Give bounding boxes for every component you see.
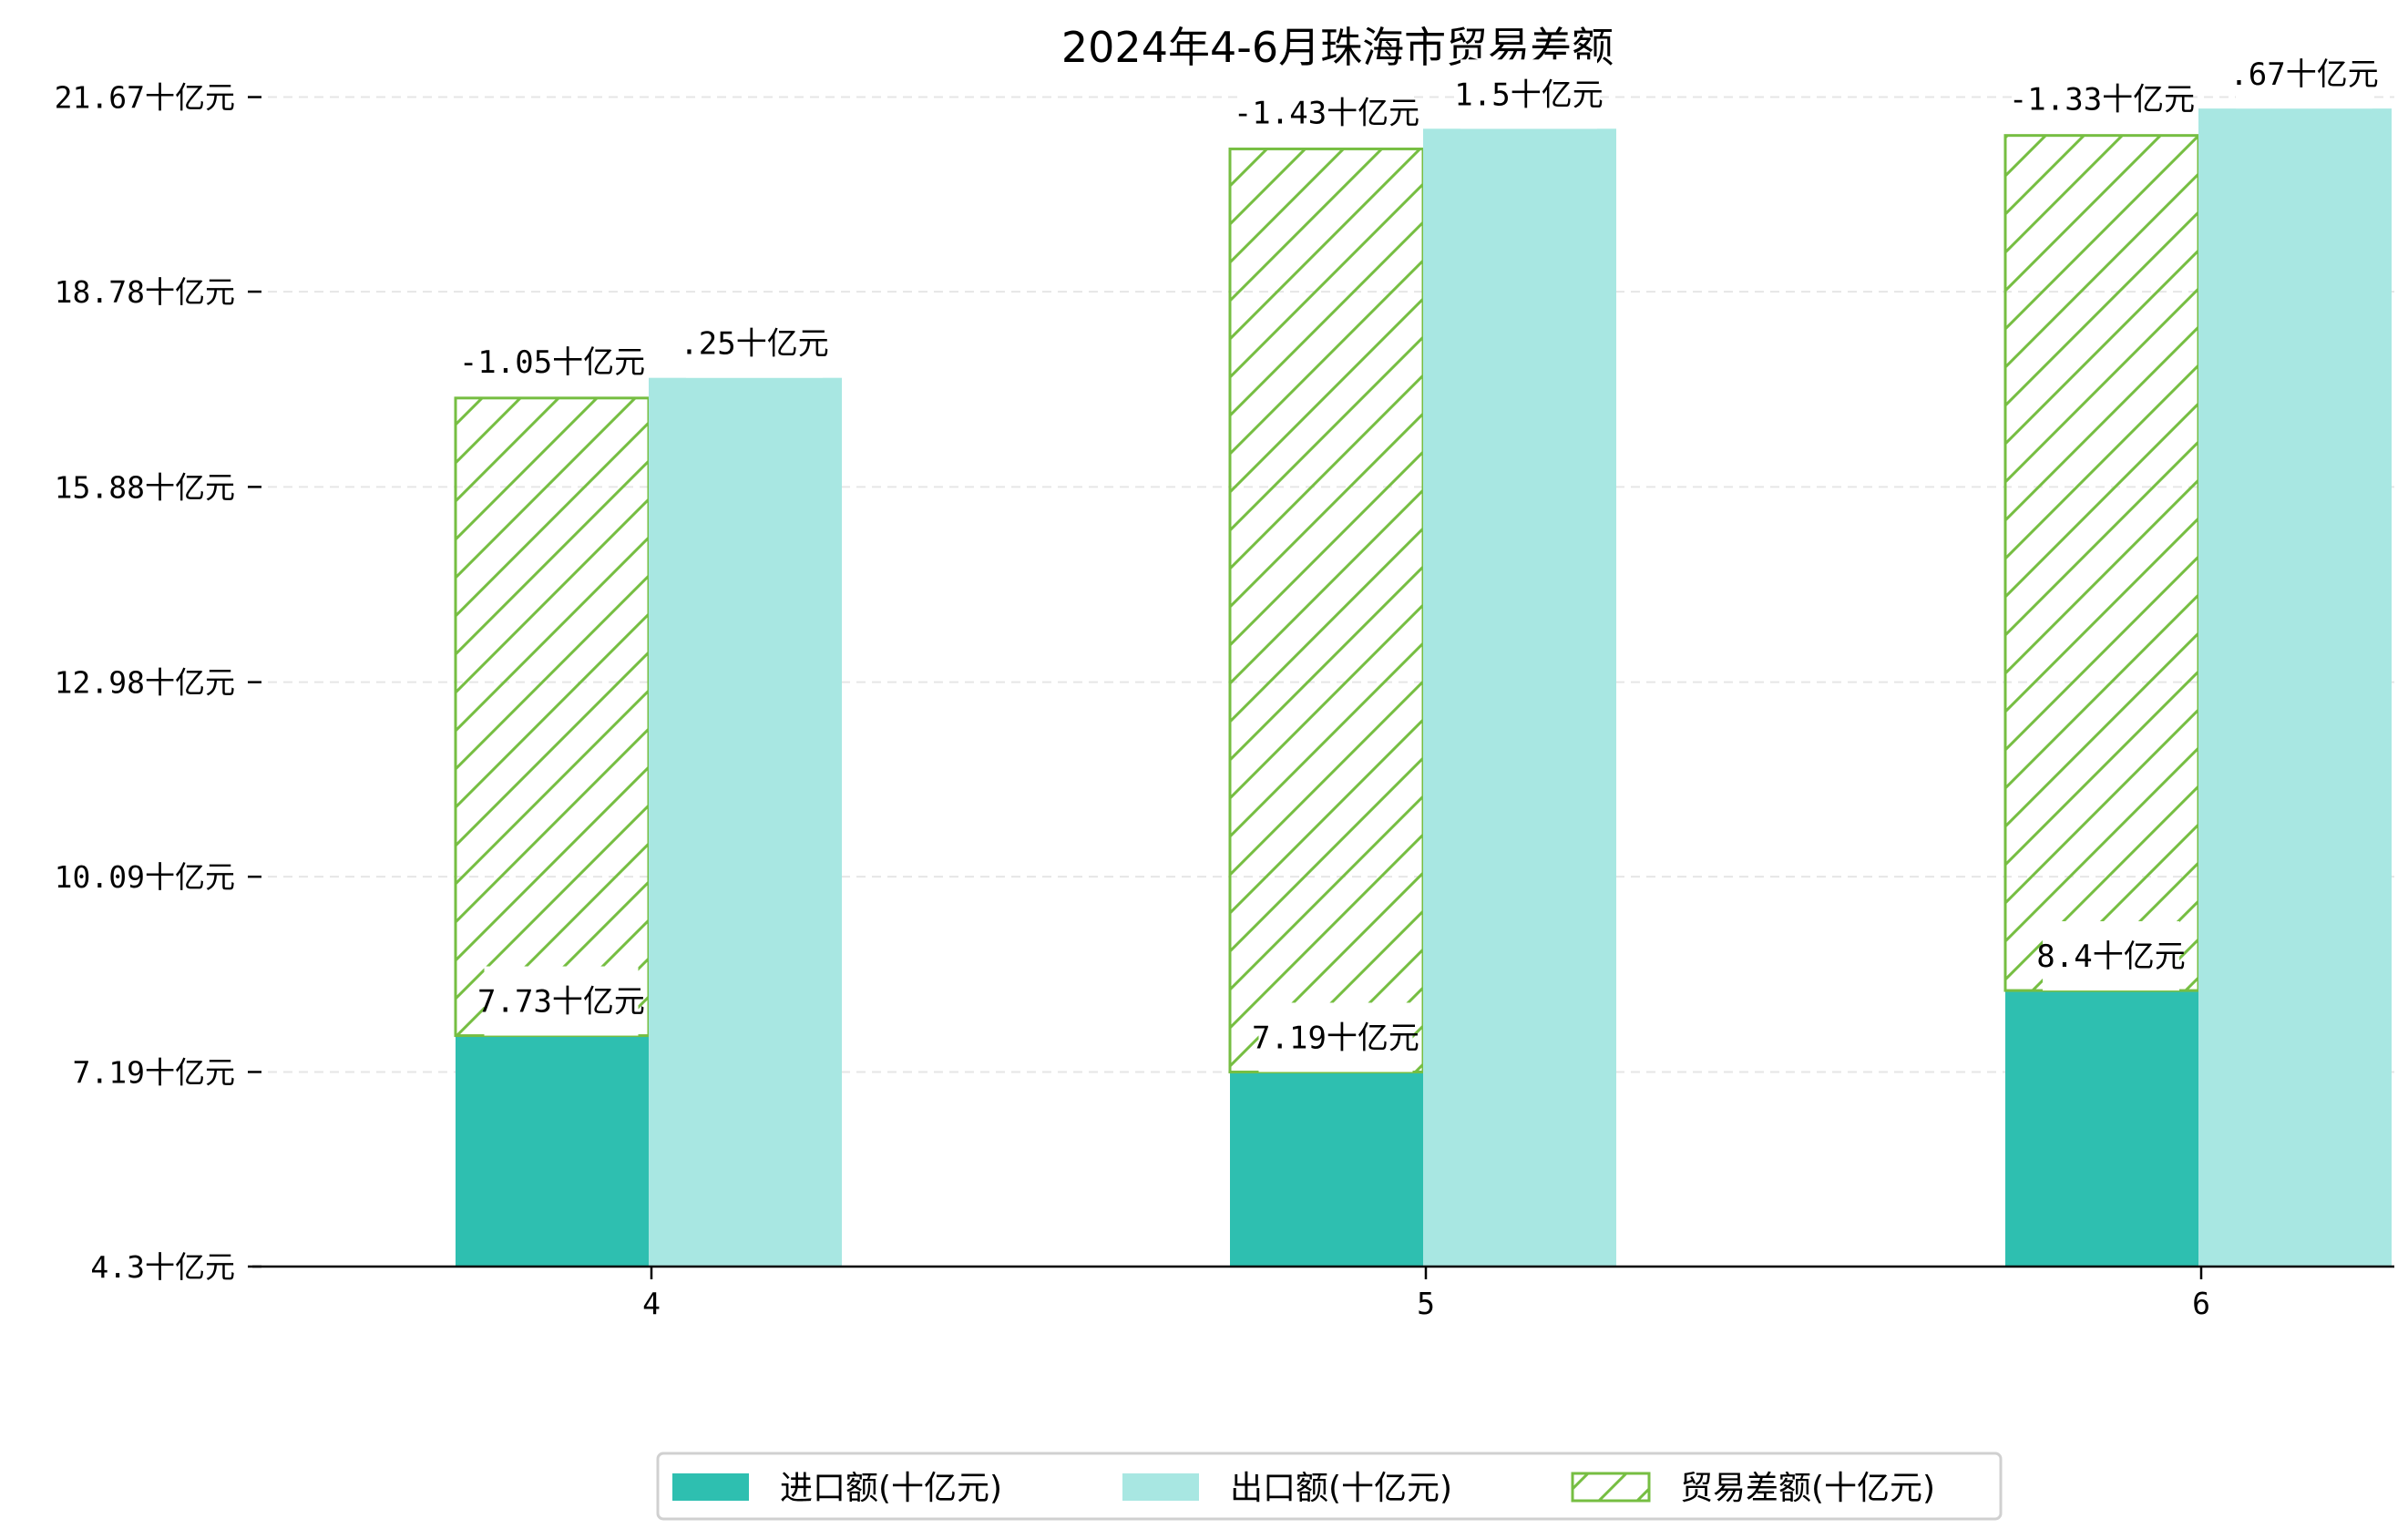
label-balance-bg	[2016, 64, 2188, 134]
y-tick-label: 21.67十亿元	[55, 80, 235, 116]
data-labels: .25十亿元 -1.05十亿元 7.73十亿元 1.5十亿元 -1.43十亿元 7.19十…	[459, 39, 2379, 1072]
label-balance: -1.05十亿元	[459, 326, 645, 396]
label-balance-bg	[1241, 77, 1412, 148]
x-tick-label: 5	[1417, 1286, 1435, 1321]
label-import-text: 7.19十亿元	[1252, 1020, 1419, 1056]
label-export-text: 1.5十亿元	[1454, 77, 1603, 113]
label-import-text: 7.73十亿元	[477, 984, 645, 1021]
legend: 进口额(十亿元) 出口额(十亿元) 贸易差额(十亿元)	[656, 1452, 2003, 1521]
y-tick-label: 15.88十亿元	[55, 469, 235, 505]
label-balance-text: -1.33十亿元	[2009, 82, 2195, 118]
label-export-bg	[686, 308, 823, 378]
y-tick-label: 10.09十亿元	[55, 859, 235, 895]
y-tick-label: 7.19十亿元	[73, 1054, 235, 1090]
legend-box	[656, 1452, 2003, 1521]
label-export-bg	[1460, 59, 1597, 129]
label-export-bg	[2236, 39, 2372, 109]
label-import-bg	[1258, 1002, 1413, 1072]
bar-balance	[2003, 134, 2200, 992]
y-tick-label: 18.78十亿元	[55, 274, 235, 310]
legend-label-export: 出口额(十亿元)	[1230, 1470, 1452, 1507]
label-balance: -1.33十亿元	[2009, 64, 2195, 134]
label-balance-text: -1.43十亿元	[1234, 95, 1419, 131]
label-export-text: .25十亿元	[680, 326, 828, 363]
bar-export	[1423, 128, 1616, 1267]
label-balance-bg	[466, 326, 638, 396]
bar-export	[649, 377, 842, 1267]
label-export: 1.5十亿元	[1454, 59, 1604, 129]
y-tick-label: 12.98十亿元	[55, 665, 235, 701]
label-import-bg	[2043, 921, 2179, 991]
x-tick-label: 6	[2192, 1286, 2210, 1321]
bar-import	[456, 1035, 649, 1267]
legend-label-balance: 贸易差额(十亿元)	[1680, 1470, 1935, 1507]
bars	[454, 108, 2392, 1267]
bar-import	[2005, 990, 2198, 1267]
label-import-text: 8.4十亿元	[2036, 939, 2185, 975]
label-import: 8.4十亿元	[2036, 921, 2186, 991]
bar-export	[2198, 108, 2392, 1267]
legend-label-import: 进口额(十亿元)	[780, 1470, 1002, 1507]
x-tick-label: 4	[642, 1286, 661, 1321]
x-axis: 4 5 6	[642, 1267, 2210, 1321]
label-export-text: .67十亿元	[2229, 56, 2378, 93]
label-balance-text: -1.05十亿元	[459, 344, 645, 381]
label-import-bg	[484, 966, 639, 1036]
legend-swatch-import	[672, 1473, 749, 1501]
label-import: 7.19十亿元	[1252, 1002, 1419, 1072]
label-export: .25十亿元	[680, 308, 829, 378]
y-axis: 4.3十亿元 7.19十亿元 10.09十亿元 12.98十亿元 15.88十亿元 18.…	[55, 80, 261, 1285]
legend-swatch-export	[1122, 1473, 1199, 1501]
label-import: 7.73十亿元	[477, 966, 645, 1036]
label-export: .67十亿元	[2229, 39, 2379, 109]
legend-swatch-balance	[1571, 1472, 1651, 1503]
y-tick-label: 4.3十亿元	[90, 1249, 235, 1285]
label-balance: -1.43十亿元	[1234, 77, 1419, 148]
bar-balance	[454, 396, 651, 1038]
bar-balance	[1228, 147, 1425, 1073]
bar-import	[1230, 1072, 1423, 1267]
